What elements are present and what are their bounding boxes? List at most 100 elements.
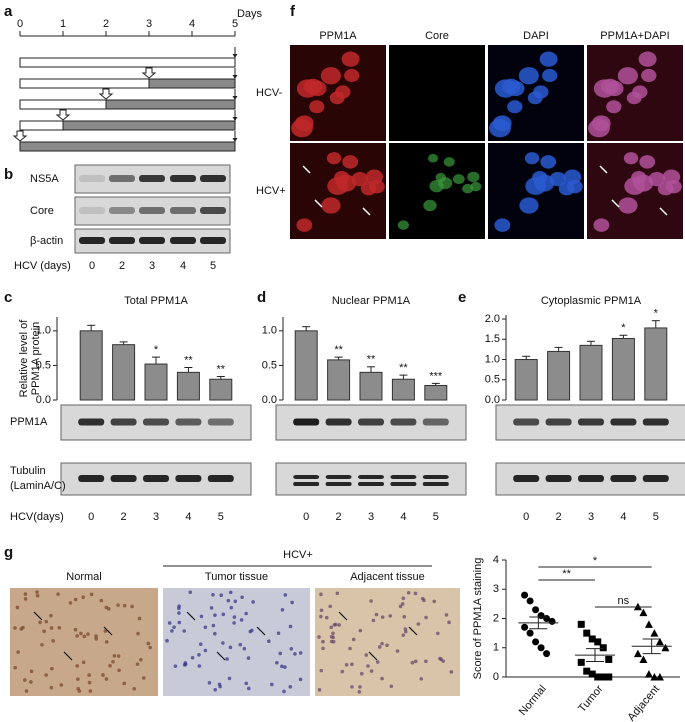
nucleus <box>101 673 105 677</box>
nucleus <box>42 629 46 634</box>
nucleus <box>380 615 385 619</box>
blot-row-label: NS5A <box>30 173 59 185</box>
point <box>594 638 602 646</box>
y-tick-label: 0.0 <box>262 394 277 406</box>
nucleus <box>228 645 233 650</box>
micrograph <box>389 45 485 141</box>
y-tick-label: 1 <box>493 642 499 654</box>
nucleus <box>324 615 329 620</box>
significance-label: * <box>654 308 659 320</box>
y-tick-label: 1.0 <box>36 325 51 337</box>
nucleus <box>104 640 109 644</box>
point <box>639 608 648 617</box>
cell <box>540 155 557 169</box>
nucleus <box>49 613 53 618</box>
x-tick-label: 4 <box>185 511 191 523</box>
cell <box>452 174 465 185</box>
nucleus <box>441 659 445 663</box>
nucleus <box>122 681 127 686</box>
cell <box>639 155 656 169</box>
blot-band <box>143 475 169 482</box>
timeline-tick-label: 1 <box>60 18 66 30</box>
nucleus <box>288 624 293 629</box>
nucleus <box>211 592 215 597</box>
lane-label: 0 <box>89 260 95 272</box>
cell <box>342 155 359 169</box>
blot-band <box>139 175 165 182</box>
nucleus <box>344 663 349 667</box>
x-tick-label: Adjacent <box>625 683 662 722</box>
ihc-image <box>315 588 460 696</box>
nucleus <box>35 593 40 598</box>
blot-band <box>200 207 226 214</box>
nucleus <box>75 664 79 668</box>
point <box>655 673 664 681</box>
nucleus <box>328 604 332 609</box>
pointer-arrow <box>33 611 43 621</box>
pointer-arrow <box>314 199 323 208</box>
significance-label: ns <box>618 595 630 607</box>
row-label: HCV- <box>256 87 283 99</box>
cell <box>501 78 521 95</box>
timeline-tick-label: 2 <box>103 18 109 30</box>
point <box>605 655 613 663</box>
group-label: HCV+ <box>283 549 313 561</box>
blot-band <box>642 418 669 426</box>
point <box>532 606 540 614</box>
nucleus <box>321 639 325 644</box>
x-tick-label: 3 <box>368 511 374 523</box>
nucleus <box>207 680 212 685</box>
infection-arrow <box>12 130 28 142</box>
nucleus <box>68 601 73 605</box>
timeline-row <box>19 57 236 68</box>
blot-band <box>325 418 352 426</box>
nucleus <box>108 663 112 668</box>
nucleus <box>406 590 411 595</box>
cell <box>662 169 681 185</box>
nucleus <box>348 646 352 651</box>
nucleus <box>413 591 418 596</box>
blot-band <box>578 475 604 482</box>
nucleus <box>232 615 237 619</box>
pointer-arrow <box>362 207 371 216</box>
point <box>588 670 596 678</box>
cell <box>344 68 360 82</box>
harvest-arrowhead <box>232 117 238 121</box>
nucleus <box>246 686 251 691</box>
point <box>583 667 591 675</box>
nucleus <box>233 599 238 604</box>
nucleus <box>398 604 403 609</box>
bar <box>79 330 103 401</box>
pointer-arrow <box>599 165 608 174</box>
nucleus <box>319 668 324 673</box>
cell <box>489 118 511 138</box>
y-axis-label: Score of PPM1A staining <box>472 558 484 680</box>
cell <box>309 100 325 114</box>
pointer-arrow <box>302 165 311 174</box>
blot-band <box>422 482 449 486</box>
nucleus <box>358 628 363 633</box>
point <box>543 650 551 658</box>
blot-band <box>139 237 165 244</box>
blot-band <box>358 482 384 486</box>
nucleus <box>13 665 17 670</box>
point <box>532 638 540 646</box>
nucleus <box>298 651 303 655</box>
nucleus <box>371 618 376 623</box>
point <box>588 635 596 643</box>
nucleus <box>122 603 127 608</box>
blot-band <box>513 418 540 426</box>
pointer-arrow <box>103 626 113 636</box>
column-label: DAPI <box>523 30 549 42</box>
y-axis-label: PPM1A protein <box>30 322 42 395</box>
nucleus <box>242 646 247 651</box>
nucleus <box>170 629 174 633</box>
point <box>526 597 534 605</box>
cell <box>321 197 341 214</box>
nucleus <box>87 673 91 677</box>
nucleus <box>89 592 94 597</box>
nucleus <box>400 602 405 606</box>
nucleus <box>209 606 214 610</box>
significance-label: ** <box>367 354 376 366</box>
nucleus <box>229 605 234 610</box>
